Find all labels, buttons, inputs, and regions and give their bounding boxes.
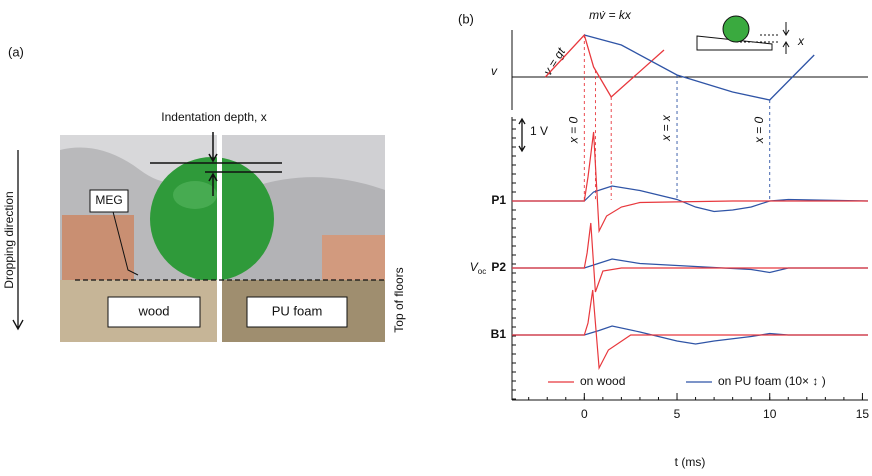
floor-label: wood <box>137 303 169 318</box>
direction-label: Dropping direction <box>2 191 16 288</box>
velocity-line <box>544 33 665 99</box>
floors-label: Top of floors <box>392 267 406 332</box>
row-label: P1 <box>491 193 506 207</box>
guide-label: x = x <box>659 114 673 142</box>
voltage-trace <box>512 185 869 213</box>
photo <box>12 130 385 345</box>
y-axis-label-sub: oc <box>478 267 486 276</box>
x-tick-label: 10 <box>763 407 777 421</box>
legend-label: on PU foam (10× ↕ ) <box>718 374 826 388</box>
y-axis-label: v <box>491 64 498 78</box>
scale-bar-label: 1 V <box>530 124 548 138</box>
x-tick-label: 15 <box>856 407 870 421</box>
y-axis-label: Voc <box>470 260 486 276</box>
scale-bar <box>518 117 526 153</box>
guide-label: x = 0 <box>752 117 766 145</box>
panel-label: (a) <box>8 44 24 59</box>
voltage-trace <box>512 289 868 371</box>
annotation: v = gt <box>540 45 568 78</box>
y-axis-label-main: V <box>470 260 479 274</box>
panel-label: (b) <box>458 11 474 26</box>
x-axis-label: t (ms) <box>675 455 706 469</box>
meg-label: MEG <box>95 193 122 207</box>
voltage-trace <box>512 222 868 293</box>
row-label: P2 <box>491 260 506 274</box>
guide-label: x = 0 <box>566 117 580 145</box>
annotation: mv̇ = kx <box>589 8 632 22</box>
voltage-trace <box>512 131 868 234</box>
voltage-trace <box>512 258 868 274</box>
legend-label: on wood <box>580 374 625 388</box>
inset <box>696 15 790 54</box>
floor-label: PU foam <box>272 303 323 318</box>
x-tick-label: 5 <box>674 407 681 421</box>
velocity-line <box>584 34 815 101</box>
indentation-label: Indentation depth, x <box>161 110 266 124</box>
x-tick-label: 0 <box>581 407 588 421</box>
row-label: B1 <box>491 327 507 341</box>
inset-label: x <box>797 34 805 48</box>
